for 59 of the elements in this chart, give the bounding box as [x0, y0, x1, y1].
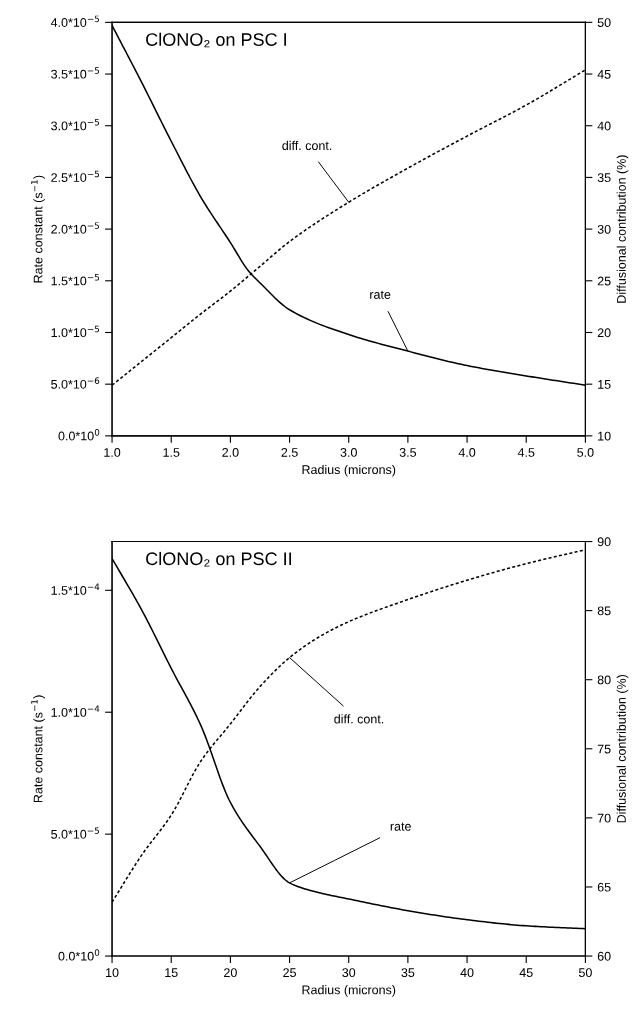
x-tick-label: 45	[519, 968, 533, 978]
y-tick-label: 5.0*10$^{−6}$	[51, 377, 100, 389]
y2-tick-label: 85	[597, 606, 611, 616]
x-tick-label: 4.5	[517, 448, 535, 457]
y-tick-label: 3.0*10$^{−5}$	[51, 119, 100, 131]
y-tick-label: 1.5*10$^{−4}$	[51, 583, 100, 595]
x-tick-label: 2.5	[281, 448, 298, 457]
y2-tick-label: 20	[597, 328, 611, 338]
x-tick-label: 10	[106, 968, 119, 978]
x-tick-label: 4.0	[458, 448, 476, 457]
y2-tick-label: 50	[597, 18, 611, 27]
x-tick-label: 2.0	[222, 448, 239, 457]
x-tick-label: 1.5	[163, 448, 180, 457]
x-tick-label: 50	[578, 968, 592, 978]
x-tick-label: 1.0	[104, 448, 121, 457]
x-tick-label: 15	[165, 968, 178, 978]
y2-tick-label: 90	[597, 537, 611, 547]
y-axis-title: Rate constant (s$^{−1}$)	[31, 695, 45, 803]
y2-tick-label: 40	[597, 121, 611, 131]
x-tick-label: 35	[401, 968, 415, 978]
y2-tick-label: 60	[597, 951, 611, 961]
x-tick-label: 3.5	[399, 448, 417, 457]
y2-tick-label: 35	[597, 173, 611, 183]
x-axis-title: Radius (microns)	[302, 985, 396, 997]
y-tick-label: 4.0*10$^{−5}$	[50, 15, 100, 27]
y2-tick-label: 25	[597, 276, 611, 286]
y-tick-label: 5.0*10$^{−5}$	[51, 827, 100, 839]
y-tick-label: 1.0*10$^{−5}$	[51, 325, 100, 338]
y2-tick-label: 45	[597, 69, 611, 79]
y2-axis-title: Diffusional contribution (%)	[616, 674, 629, 823]
x-tick-label: 20	[224, 968, 237, 978]
x-tick-label: 5.0	[577, 448, 594, 457]
y2-tick-label: 10	[598, 431, 611, 441]
y-tick-label: 3.5*10$^{−5}$	[51, 67, 100, 79]
y2-tick-label: 15	[598, 380, 611, 389]
y-tick-label: 0.0*10$^{0}$	[58, 429, 100, 441]
y2-tick-label: 30	[597, 224, 611, 234]
x-tick-label: 3.0	[340, 448, 357, 457]
annotation: diff. cont.	[334, 714, 384, 724]
annotation: rate	[390, 822, 411, 831]
y-tick-label: 1.0*10$^{−4}$	[51, 705, 100, 717]
y-tick-label: 2.5*10$^{−5}$	[51, 170, 100, 182]
y2-tick-label: 70	[597, 813, 611, 823]
annotation: diff. cont.	[282, 140, 332, 151]
x-tick-label: 25	[283, 968, 296, 978]
y-tick-label: 0.0*10$^{0}$	[58, 949, 100, 961]
y-tick-label: 2.0*10$^{−5}$	[51, 222, 100, 234]
y-tick-label: 1.5*10$^{−5}$	[51, 274, 100, 286]
y2-axis-title: Diffusional contribution (%)	[616, 155, 629, 303]
x-tick-label: 40	[460, 968, 474, 978]
x-axis-title: Radius (microns)	[302, 464, 396, 477]
chart-title: ClONO₂ on PSC II	[146, 551, 291, 567]
y2-tick-label: 75	[597, 744, 611, 754]
y2-tick-label: 65	[597, 882, 611, 892]
y-axis-title: Rate constant (s$^{−1}$)	[31, 175, 45, 283]
y2-tick-label: 80	[597, 675, 611, 685]
annotation: rate	[370, 290, 391, 299]
x-tick-label: 30	[342, 968, 356, 978]
chart-title: ClONO₂ on PSC I	[146, 32, 286, 48]
